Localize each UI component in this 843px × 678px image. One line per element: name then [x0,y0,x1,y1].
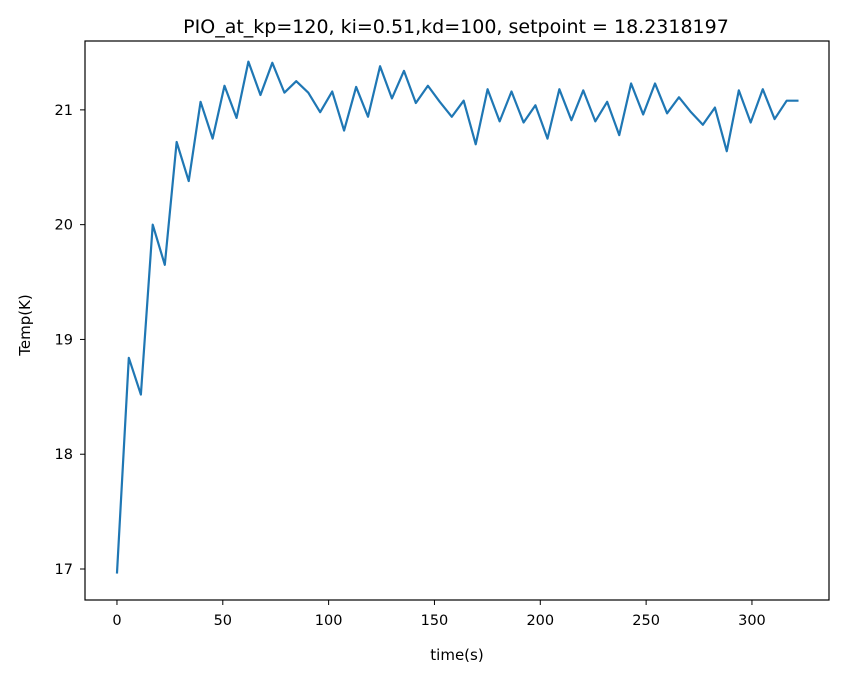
y-tick-label: 17 [55,562,73,578]
series-line-0 [115,60,799,574]
x-tick-label: 50 [214,613,232,629]
x-tick-label: 150 [421,613,449,629]
y-tick-label: 18 [55,447,73,463]
x-tick-label: 200 [526,613,554,629]
x-tick-label: 100 [315,613,343,629]
y-tick-label: 19 [55,332,73,348]
series-layer [115,60,799,574]
chart-title: PIO_at_kp=120, ki=0.51,kd=100, setpoint … [183,16,729,38]
y-tick-label: 21 [55,103,73,119]
x-tick-label: 0 [112,613,121,629]
y-axis-label: Temp(K) [16,294,34,357]
y-tick-label: 20 [55,218,73,234]
plot-frame [84,40,830,601]
ticks-layer: 0 50 100 150 200 250 300 17 18 19 20 21 [55,103,766,629]
x-tick-label: 250 [632,613,660,629]
x-tick-label: 300 [738,613,766,629]
x-axis-label: time(s) [430,646,483,664]
